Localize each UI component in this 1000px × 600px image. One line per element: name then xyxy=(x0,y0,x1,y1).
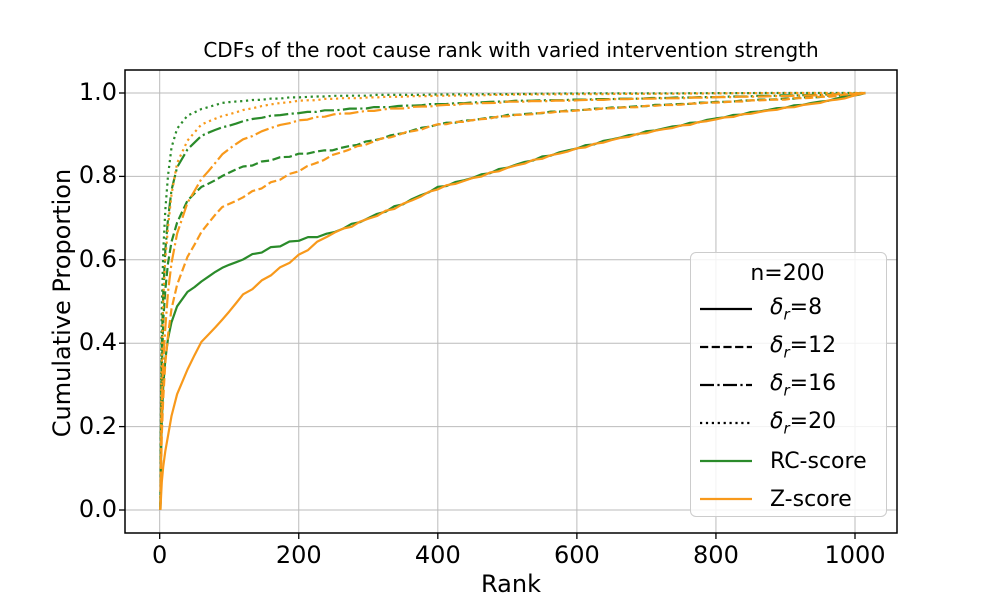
tick-marks xyxy=(119,92,856,539)
axes-frame xyxy=(124,69,898,534)
legend-label: Z-score xyxy=(770,486,852,512)
curve-z-dr8 xyxy=(159,91,866,511)
legend-label: δr=20 xyxy=(770,408,837,438)
curve-layer xyxy=(159,91,866,511)
curve-z-dr12 xyxy=(159,91,866,511)
legend-entry-20: δr=20 xyxy=(699,404,876,442)
legend-rows: δr=8 δr=12 δr=16 δr=20 RC-score Z-score xyxy=(699,290,876,518)
chart-title: CDFs of the root cause rank with varied … xyxy=(203,38,819,62)
legend: n=200 δr=8 δr=12 δr=16 δr=20 RC-score Z-score xyxy=(690,252,887,517)
x-tick-label-0: 0 xyxy=(152,541,168,569)
legend-label: δr=16 xyxy=(770,370,837,400)
legend-line-sample-icon xyxy=(700,345,752,349)
x-tick-label-1000: 1000 xyxy=(824,541,886,569)
curve-z-dr20 xyxy=(159,91,866,511)
axes-spines xyxy=(124,69,898,534)
legend-line-sample-icon xyxy=(700,459,752,463)
legend-line-sample-icon xyxy=(700,421,752,425)
legend-entry-12: δr=12 xyxy=(699,328,876,366)
x-axis-label: Rank xyxy=(481,570,541,598)
x-tick-label-400: 400 xyxy=(414,541,461,569)
legend-entry-16: δr=16 xyxy=(699,366,876,404)
legend-label: RC-score xyxy=(770,448,867,474)
y-axis-label: Cumulative Proportion xyxy=(48,168,76,438)
legend-entry-RCscore: RC-score xyxy=(699,442,876,480)
legend-entry-8: δr=8 xyxy=(699,290,876,328)
y-tick-label-1.0: 1.0 xyxy=(78,78,117,106)
legend-title: n=200 xyxy=(750,261,825,286)
legend-line-sample-icon xyxy=(700,497,752,501)
x-tick-label-200: 200 xyxy=(275,541,322,569)
y-tick-label-0.8: 0.8 xyxy=(78,161,117,190)
legend-label: δr=12 xyxy=(770,332,837,362)
y-tick-label-0.0: 0.0 xyxy=(78,495,117,523)
legend-line-sample-icon xyxy=(700,307,752,311)
x-tick-label-800: 800 xyxy=(693,541,739,569)
legend-entry-Zscore: Z-score xyxy=(699,480,876,518)
x-tick-label-600: 600 xyxy=(553,541,600,569)
y-tick-label-0.4: 0.4 xyxy=(78,328,117,357)
curve-z-dr16 xyxy=(159,91,866,511)
legend-line-sample-icon xyxy=(700,383,752,387)
y-tick-label-0.2: 0.2 xyxy=(78,411,117,440)
legend-label: δr=8 xyxy=(770,294,823,324)
y-tick-label-0.6: 0.6 xyxy=(78,244,117,273)
